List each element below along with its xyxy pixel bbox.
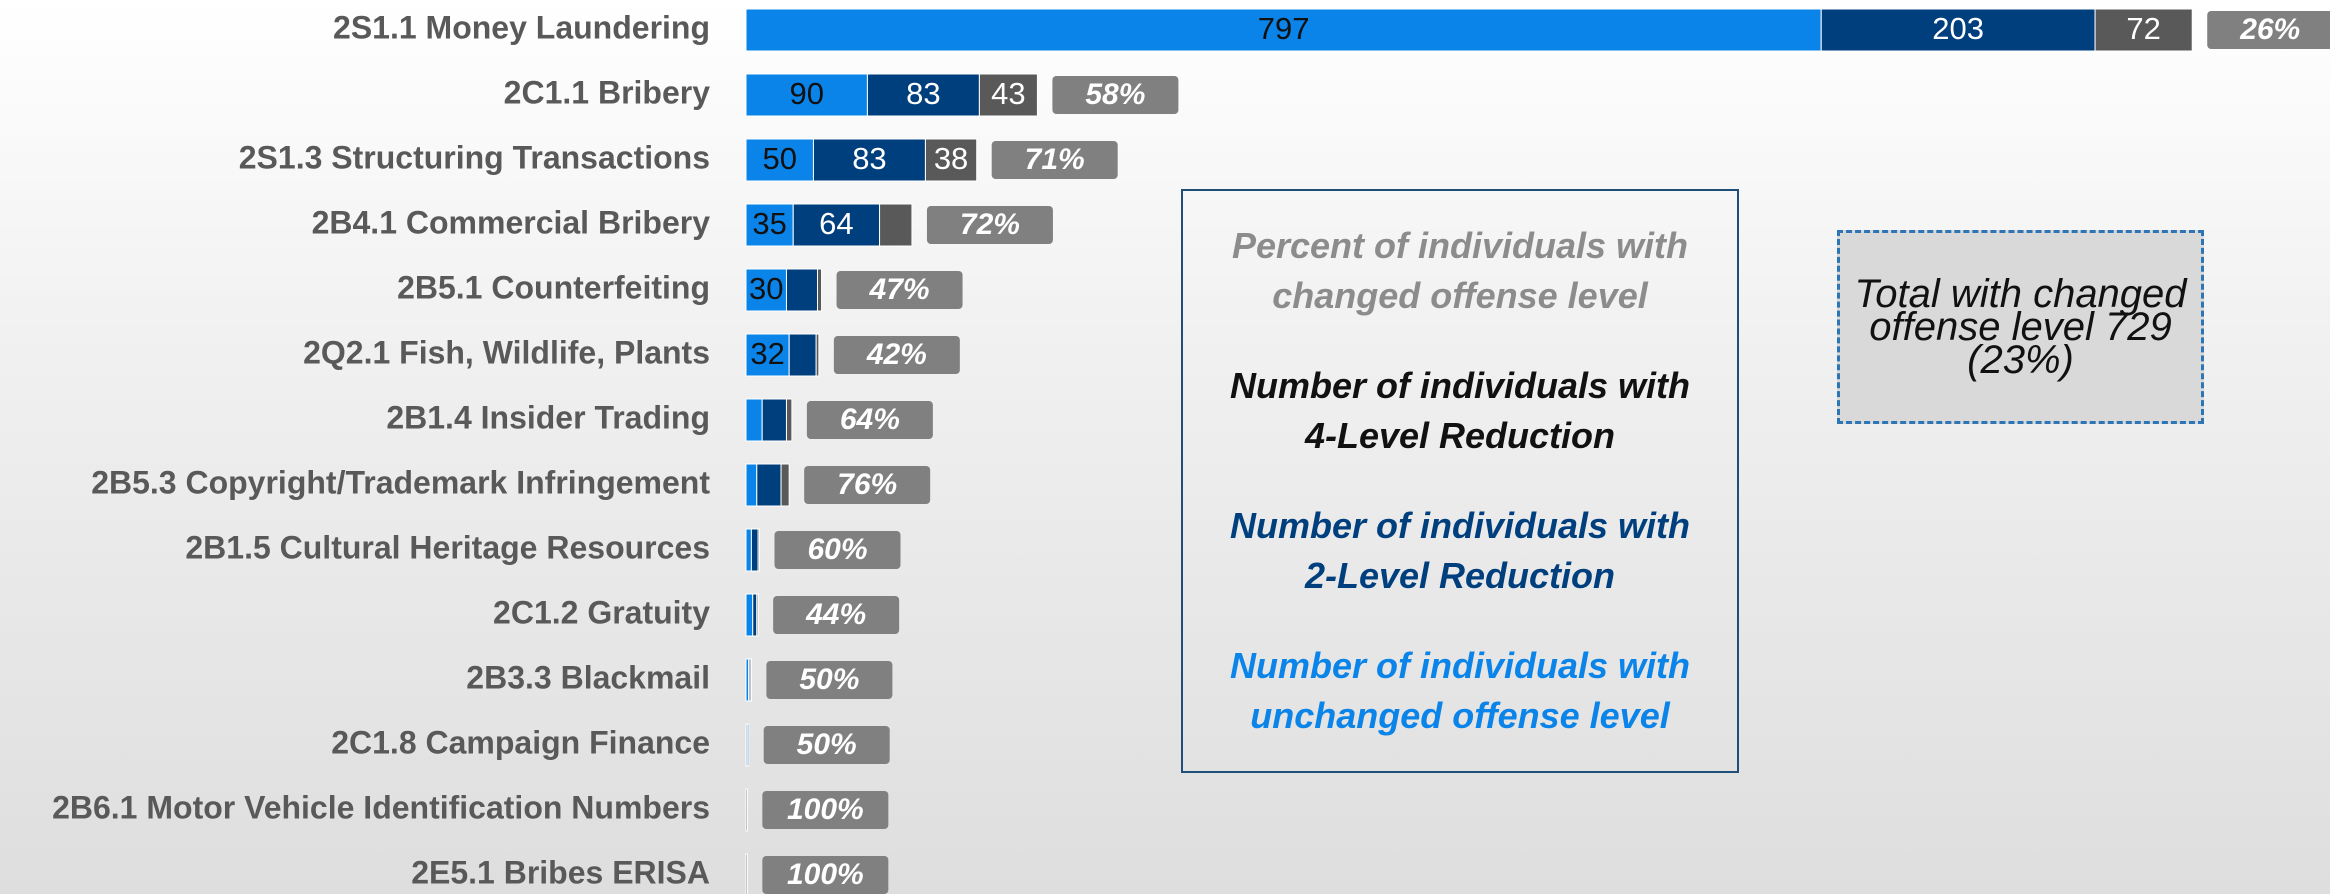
- percent-label: 64%: [840, 403, 900, 436]
- category-label: 2B5.1 Counterfeiting: [397, 269, 710, 305]
- bar-segment: [781, 464, 789, 506]
- chart: 2S1.1 Money Laundering 797 203 72 26% 2C1.1 B…: [0, 0, 2330, 894]
- percent-label: 100%: [787, 858, 864, 891]
- category-label: 2B4.1 Commercial Bribery: [312, 204, 711, 240]
- bar-segment: [758, 529, 759, 571]
- legend-entry: Percent of individuals with changed offe…: [1183, 221, 1737, 321]
- bar-segment: [746, 529, 751, 571]
- segment-label: 43: [991, 76, 1025, 111]
- percent-label: 50%: [799, 663, 859, 696]
- legend-entry: Number of individuals with 2-Level Reduc…: [1183, 501, 1737, 601]
- legend: Percent of individuals with changed offe…: [1181, 189, 1739, 773]
- bar-segment: [746, 464, 757, 506]
- segment-label: 30: [749, 271, 783, 306]
- legend-entry: Number of individuals with 4-Level Reduc…: [1183, 361, 1737, 461]
- bar-segment: [786, 269, 817, 311]
- segment-label: 203: [1932, 11, 1984, 46]
- bar-segment: [757, 464, 781, 506]
- bar-segment: [750, 659, 751, 701]
- bar-segment: [818, 269, 822, 311]
- bar-segment: [747, 724, 748, 766]
- percent-label: 42%: [866, 338, 927, 371]
- percent-label: 47%: [869, 273, 930, 306]
- bar-segment: [757, 594, 758, 636]
- bar-segment: [746, 594, 753, 636]
- segment-label: 72: [2126, 11, 2160, 46]
- category-label: 2B1.5 Cultural Heritage Resources: [185, 529, 710, 565]
- segment-label: 90: [789, 76, 823, 111]
- segment-label: 83: [852, 141, 886, 176]
- bar-segment: [789, 334, 816, 376]
- bar-segment: [816, 334, 819, 376]
- category-label: 2B3.3 Blackmail: [466, 659, 710, 695]
- category-label: 2S1.3 Structuring Transactions: [239, 139, 710, 175]
- percent-label: 71%: [1025, 143, 1085, 176]
- bar-segment: [880, 204, 912, 246]
- bar-segment: [786, 399, 791, 441]
- percent-label: 100%: [787, 793, 864, 826]
- category-label: 2B6.1 Motor Vehicle Identification Numbe…: [52, 789, 710, 825]
- bar-segment: [746, 399, 762, 441]
- annotation: Total with changed offense level 729 (23…: [1837, 230, 2204, 424]
- bar-segment: [746, 854, 747, 894]
- category-label: 2E5.1 Bribes ERISA: [411, 854, 710, 890]
- category-label: 2B5.3 Copyright/Trademark Infringement: [91, 464, 710, 500]
- segment-label: 50: [762, 141, 796, 176]
- category-label: 2C1.2 Gratuity: [493, 594, 710, 630]
- page: {"chart_data": {"type": "stacked-bar-hor…: [0, 0, 2330, 894]
- percent-label: 50%: [797, 728, 857, 761]
- bar-segment: [751, 529, 758, 571]
- segment-label: 83: [906, 76, 940, 111]
- percent-label: 58%: [1085, 78, 1145, 111]
- segment-label: 35: [752, 206, 786, 241]
- bar-segment: [746, 789, 747, 831]
- category-label: 2Q2.1 Fish, Wildlife, Plants: [303, 334, 710, 370]
- category-label: 2C1.8 Campaign Finance: [331, 724, 710, 760]
- percent-label: 26%: [2239, 13, 2300, 46]
- category-label: 2B1.4 Insider Trading: [386, 399, 710, 435]
- percent-label: 44%: [805, 598, 866, 631]
- category-label: 2S1.1 Money Laundering: [333, 9, 710, 45]
- segment-label: 797: [1258, 11, 1310, 46]
- segment-label: 38: [934, 141, 968, 176]
- segment-label: 64: [819, 206, 853, 241]
- percent-label: 60%: [807, 533, 867, 566]
- legend-entry: Number of individuals with unchanged off…: [1183, 641, 1737, 741]
- category-label: 2C1.1 Bribery: [504, 74, 711, 110]
- bar-segment: [762, 399, 786, 441]
- bar-segment: [753, 594, 757, 636]
- percent-label: 76%: [837, 468, 897, 501]
- percent-label: 72%: [960, 208, 1020, 241]
- segment-label: 32: [750, 336, 784, 371]
